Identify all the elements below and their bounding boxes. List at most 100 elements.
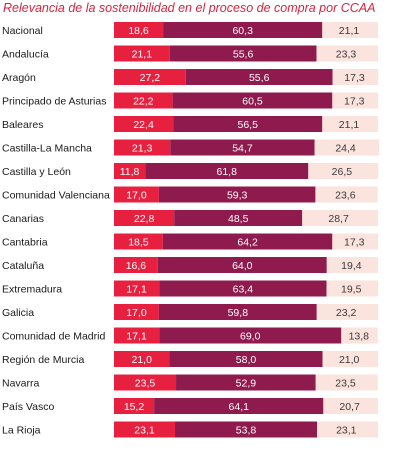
bar-segment-1 <box>114 92 173 109</box>
bar-segment-2 <box>157 257 327 273</box>
bar-segment-3 <box>316 304 378 320</box>
category-label: Baleares <box>2 119 43 131</box>
category-label: Andalucía <box>2 49 49 61</box>
data-label: 17,3 <box>344 96 365 108</box>
data-label: 64,0 <box>232 260 253 272</box>
bar-segment-1 <box>114 257 158 273</box>
data-label: 55,6 <box>249 72 270 84</box>
bar-segment-1 <box>114 163 146 179</box>
data-label: 24,4 <box>335 143 356 155</box>
data-label: 54,7 <box>232 143 253 155</box>
bar-segment-1 <box>114 233 163 250</box>
data-label: 17,3 <box>344 72 365 84</box>
bar-segment-3 <box>322 22 378 38</box>
data-label: 18,6 <box>128 25 149 37</box>
category-label: País Vasco <box>2 401 54 413</box>
bar-segment-2 <box>145 163 309 179</box>
bar-segment-1 <box>114 22 164 38</box>
data-label: 59,3 <box>227 190 248 202</box>
bar-segment-1 <box>114 304 159 320</box>
category-label: Navarra <box>2 378 40 390</box>
bar-segment-2 <box>158 186 316 203</box>
data-label: 55,6 <box>233 49 254 61</box>
bar-segment-2 <box>170 139 315 156</box>
data-label: 19,4 <box>341 260 362 272</box>
category-label: Canarias <box>2 213 44 225</box>
data-label: 17,0 <box>126 190 147 202</box>
data-label: 20,7 <box>339 401 360 413</box>
data-label: 28,7 <box>328 213 349 225</box>
data-label: 60,5 <box>242 96 263 108</box>
bar-segment-3 <box>316 45 378 62</box>
bar-segment-2 <box>162 233 333 250</box>
data-label: 21,0 <box>132 354 153 366</box>
data-label: 17,1 <box>126 284 147 296</box>
bar-segment-2 <box>173 116 323 132</box>
data-label: 64,1 <box>229 401 250 413</box>
data-label: 17,1 <box>126 331 147 343</box>
data-label: 23,1 <box>336 425 357 437</box>
data-label: 26,5 <box>332 166 353 178</box>
bar-segment-2 <box>185 69 333 85</box>
bar-segment-3 <box>323 398 378 414</box>
bar-segment-3 <box>315 186 378 203</box>
data-label: 17,0 <box>126 307 147 319</box>
category-label: Castilla-La Mancha <box>2 143 92 155</box>
data-label: 56,5 <box>238 119 259 131</box>
bar-segment-2 <box>159 327 342 344</box>
data-label: 23,1 <box>134 425 155 437</box>
category-label: Comunidad Valenciana <box>2 190 110 202</box>
data-label: 22,8 <box>134 213 155 225</box>
bar-segment-3 <box>326 257 378 273</box>
bar-segment-2 <box>159 280 327 297</box>
category-label: Cataluña <box>2 260 44 272</box>
bar-segment-2 <box>154 398 324 414</box>
data-label: 21,3 <box>132 143 153 155</box>
data-label: 21,1 <box>339 119 360 131</box>
bar-segment-1 <box>114 210 175 226</box>
category-label: Nacional <box>2 25 43 37</box>
category-label: Principado de Asturias <box>2 96 106 108</box>
category-label: La Rioja <box>2 425 41 437</box>
data-label: 16,6 <box>126 260 147 272</box>
bar-segment-3 <box>332 69 379 85</box>
bar-segment-1 <box>114 327 160 344</box>
bar-segment-2 <box>174 421 318 438</box>
bar-segment-1 <box>114 116 174 132</box>
bar-segment-2 <box>174 210 303 226</box>
bar-segment-3 <box>322 351 378 367</box>
data-label: 13,8 <box>349 331 370 343</box>
data-label: 48,5 <box>228 213 249 225</box>
bar-segment-1 <box>114 374 177 391</box>
bar-segment-3 <box>314 139 380 156</box>
bar-segment-3 <box>315 374 378 391</box>
bar-segment-2 <box>158 304 317 320</box>
data-label: 18,5 <box>128 237 149 249</box>
category-label: Castilla y León <box>2 166 71 178</box>
chart-title: Relevancia de la sostenibilidad en el pr… <box>3 1 376 15</box>
bar-segment-2 <box>163 22 323 38</box>
data-label: 23,6 <box>335 190 356 202</box>
data-label: 23,3 <box>336 49 357 61</box>
data-label: 22,2 <box>133 96 154 108</box>
bar-segment-3 <box>302 210 378 226</box>
category-label: Comunidad de Madrid <box>2 331 105 343</box>
data-label: 52,9 <box>236 378 257 390</box>
category-label: Galicia <box>2 307 34 319</box>
bar-segment-2 <box>169 351 323 367</box>
bar-segment-3 <box>317 421 378 438</box>
data-label: 17,3 <box>344 237 365 249</box>
data-label: 22,4 <box>133 119 154 131</box>
data-label: 15,2 <box>124 401 145 413</box>
data-label: 27,2 <box>140 72 161 84</box>
data-label: 61,8 <box>217 166 238 178</box>
bar-segment-2 <box>176 374 316 391</box>
data-label: 63,4 <box>233 284 254 296</box>
bar-segment-3 <box>308 163 379 179</box>
data-label: 23,5 <box>335 378 356 390</box>
data-label: 11,8 <box>120 166 140 178</box>
bar-segment-2 <box>169 45 317 62</box>
category-label: Extremadura <box>2 284 62 296</box>
category-label: Cantabria <box>2 237 48 249</box>
